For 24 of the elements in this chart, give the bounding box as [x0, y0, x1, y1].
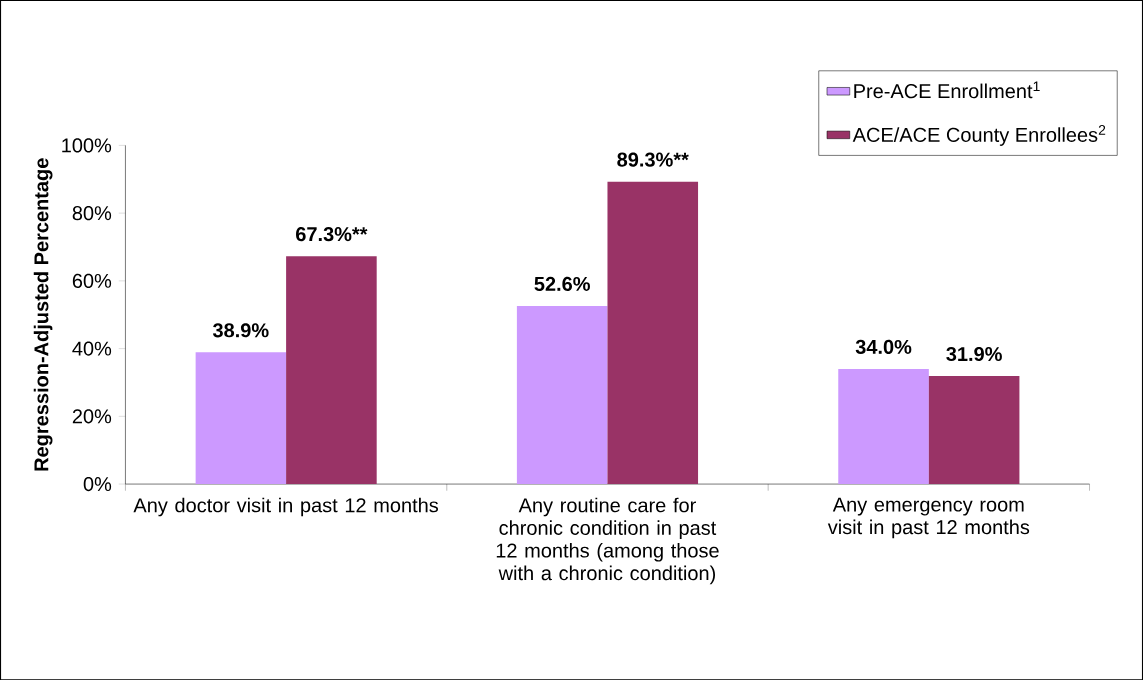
bar — [516, 305, 608, 484]
x-tick-label: Any emergency room visit in past 12 months — [827, 497, 1030, 538]
legend-label: Pre-ACE Enrollment$^{1}$ — [854, 81, 1040, 99]
data-label: 31.9% — [946, 346, 1002, 361]
x-tick-label: Any routine care for chronic condition in past 12 months (among those with a chronic condition) — [496, 497, 719, 585]
data-label: 89.3%** — [617, 152, 689, 167]
y-axis-title: Regression-Adjusted Percentage — [33, 158, 53, 471]
data-label: 34.0% — [855, 339, 912, 354]
y-tick-label: 20% — [72, 409, 112, 424]
y-tick-label: 40% — [72, 341, 112, 356]
y-tick-label: 0% — [83, 476, 112, 491]
bar — [607, 181, 699, 484]
bar — [195, 352, 287, 484]
bar — [286, 255, 377, 484]
bar — [838, 368, 929, 484]
y-tick-label: 80% — [72, 205, 112, 220]
y-tick-label: 60% — [72, 273, 112, 288]
x-tick-label: Any doctor visit in past 12 months — [133, 497, 439, 517]
bar — [928, 375, 1020, 484]
legend-label: ACE/ACE County Enrollees$^{2}$ — [852, 124, 1106, 146]
y-tick-label: 100% — [62, 138, 112, 153]
data-label: 52.6% — [534, 276, 590, 291]
data-label: 38.9% — [212, 323, 269, 338]
data-label: 67.3%** — [296, 226, 368, 242]
